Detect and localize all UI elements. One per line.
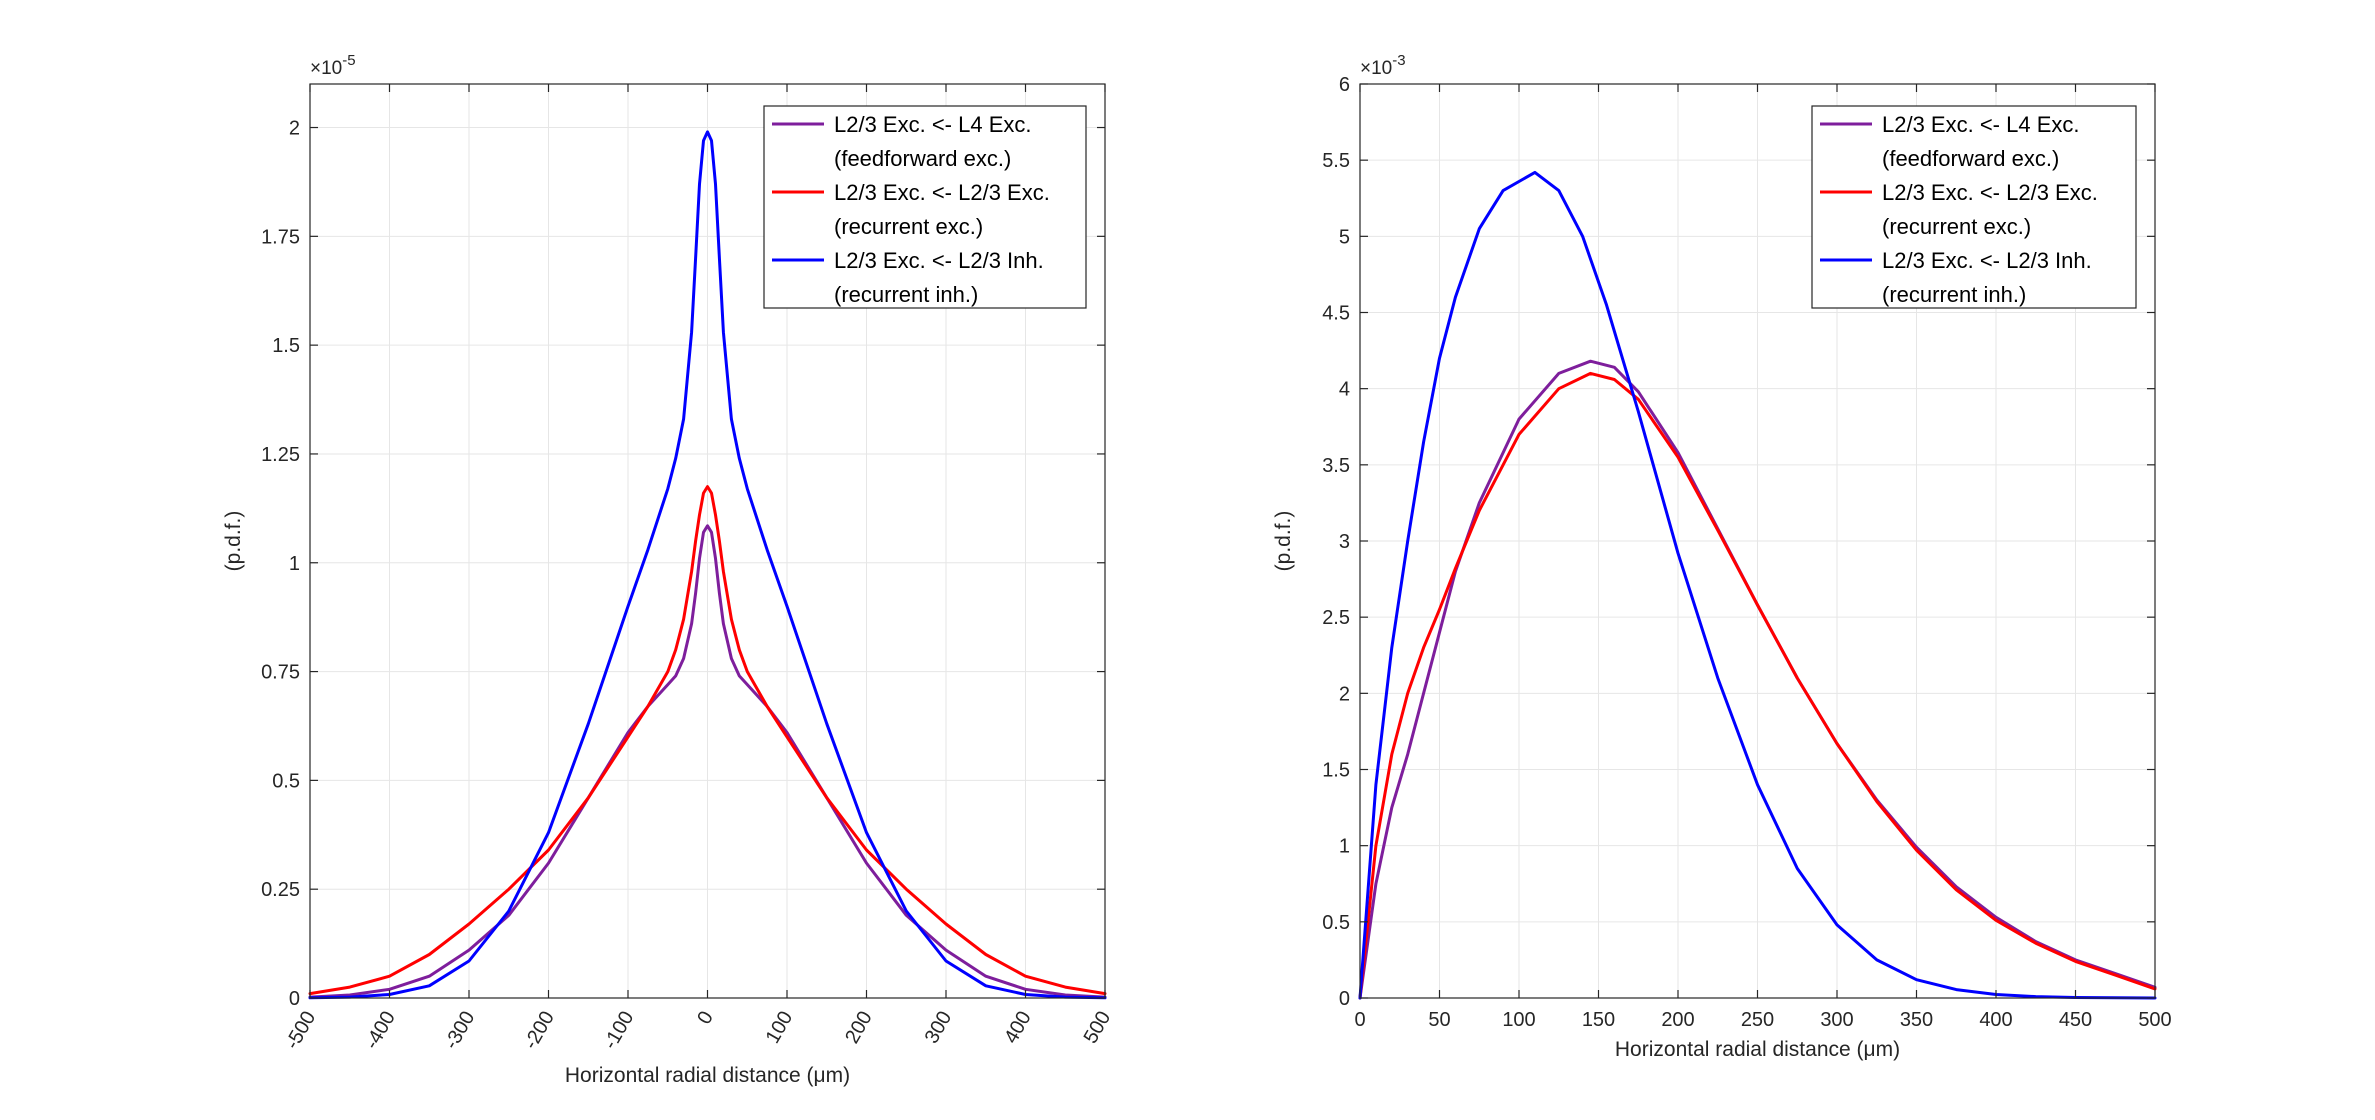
- y-tick-label: 4.5: [1322, 303, 1350, 325]
- y-tick-label: 0.25: [261, 879, 300, 901]
- y-tick-label: 1.25: [261, 444, 300, 466]
- x-tick-label: -500: [281, 1008, 320, 1054]
- y-axis-label: (p.d.f.): [1272, 511, 1295, 572]
- y-tick-label: 3: [1339, 531, 1350, 553]
- x-tick-label: 100: [762, 1008, 798, 1048]
- y-axis-label: (p.d.f.): [222, 511, 245, 572]
- x-tick-label: 150: [1582, 1009, 1615, 1031]
- y-tick-label: 1: [1339, 836, 1350, 858]
- y-tick-label: 1.75: [261, 226, 300, 248]
- y-tick-label: 0: [289, 988, 300, 1010]
- x-tick-label: 200: [1661, 1009, 1694, 1031]
- series-line-2: [308, 485, 1107, 996]
- series-line-1: [308, 524, 1107, 999]
- x-tick-label: 250: [1741, 1009, 1774, 1031]
- x-axis-label: Horizontal radial distance (μm): [1615, 1038, 1900, 1061]
- x-tick-label: -200: [520, 1008, 559, 1054]
- x-tick-label: -400: [361, 1008, 400, 1054]
- y-exponent-label: ×10-5: [310, 52, 356, 79]
- legend-label-2: L2/3 Exc. <- L2/3 Exc.: [1882, 180, 2098, 205]
- x-tick-label: 450: [2059, 1009, 2092, 1031]
- y-exponent-base: ×10: [310, 58, 342, 79]
- x-tick-label: 500: [1080, 1008, 1116, 1048]
- y-tick-label: 1.5: [1322, 760, 1350, 782]
- y-tick-label: 0: [1339, 988, 1350, 1010]
- x-tick-label: -300: [440, 1008, 479, 1054]
- legend-sublabel-3: (recurrent inh.): [834, 282, 978, 307]
- y-tick-label: 2.5: [1322, 607, 1350, 629]
- y-tick-label: 1.5: [272, 335, 300, 357]
- y-exponent-power: -5: [342, 52, 355, 69]
- legend-label-3: L2/3 Exc. <- L2/3 Inh.: [1882, 248, 2092, 273]
- y-tick-label: 6: [1339, 74, 1350, 96]
- y-exponent-label: ×10-3: [1360, 52, 1406, 79]
- legend-sublabel-3: (recurrent inh.): [1882, 282, 2026, 307]
- x-tick-label: 300: [1820, 1009, 1853, 1031]
- x-tick-label: 500: [2138, 1009, 2171, 1031]
- x-tick-label: 100: [1502, 1009, 1535, 1031]
- legend-sublabel-2: (recurrent exc.): [1882, 214, 2031, 239]
- x-axis-label: Horizontal radial distance (μm): [565, 1064, 850, 1087]
- chart-1: -500 -400 -300 -200 -100 0 100 200 300 400 500 0 0.2…: [222, 52, 1115, 1087]
- x-tick-label: 350: [1900, 1009, 1933, 1031]
- y-tick-label: 0.5: [272, 770, 300, 792]
- x-tick-label: 300: [921, 1008, 957, 1048]
- legend: L2/3 Exc. <- L4 Exc. (feedforward exc.) L2…: [1811, 105, 2137, 309]
- y-tick-label: 0.5: [1322, 912, 1350, 934]
- legend-label-1: L2/3 Exc. <- L4 Exc.: [1882, 112, 2079, 137]
- legend-label-3: L2/3 Exc. <- L2/3 Inh.: [834, 248, 1044, 273]
- y-tick-label: 4: [1339, 379, 1350, 401]
- x-tick-label: 50: [1428, 1009, 1450, 1031]
- y-exponent-power: -3: [1392, 52, 1405, 69]
- x-tick-label: 0: [1354, 1009, 1365, 1031]
- legend-sublabel-2: (recurrent exc.): [834, 214, 983, 239]
- x-tick-label: 400: [1000, 1008, 1036, 1048]
- legend-label-2: L2/3 Exc. <- L2/3 Exc.: [834, 180, 1050, 205]
- series-line-2: [1358, 371, 2157, 1000]
- x-tick-label: -100: [599, 1008, 638, 1054]
- y-tick-label: 5: [1339, 226, 1350, 248]
- x-tick-label: 200: [841, 1008, 877, 1048]
- legend-label-1: L2/3 Exc. <- L4 Exc.: [834, 112, 1031, 137]
- y-tick-label: 3.5: [1322, 455, 1350, 477]
- series-line-1: [1358, 359, 2157, 1000]
- series-line-3: [308, 130, 1107, 1000]
- legend-sublabel-1: (feedforward exc.): [1882, 146, 2059, 171]
- y-tick-label: 2: [1339, 683, 1350, 705]
- legend-box: [763, 105, 1087, 309]
- legend-box: [1811, 105, 2137, 309]
- x-tick-label: 0: [693, 1008, 718, 1029]
- series-line-3: [1358, 170, 2157, 1000]
- legend-sublabel-1: (feedforward exc.): [834, 146, 1011, 171]
- chart-2: 0 50 100 150 200 250 300 350 400 450 500 0 0.5 1 1.5 2 2…: [1272, 52, 2172, 1061]
- y-tick-label: 0.75: [261, 662, 300, 684]
- y-tick-label: 5.5: [1322, 150, 1350, 172]
- y-tick-label: 1: [289, 553, 300, 575]
- x-tick-label: 400: [1979, 1009, 2012, 1031]
- y-exponent-base: ×10: [1360, 58, 1392, 79]
- legend: L2/3 Exc. <- L4 Exc. (feedforward exc.) L2…: [763, 105, 1087, 309]
- y-tick-label: 2: [289, 118, 300, 140]
